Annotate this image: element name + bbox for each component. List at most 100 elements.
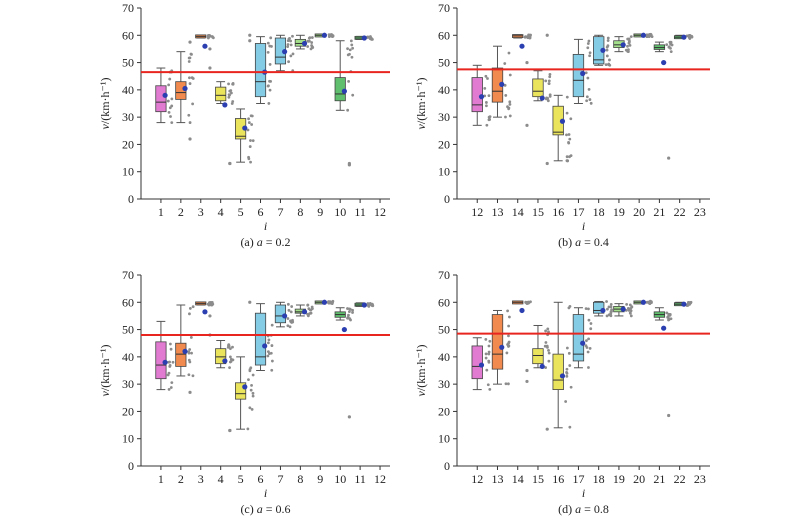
x-tick-label: 17: [572, 205, 584, 219]
data-point: [547, 82, 551, 85]
data-point: [291, 34, 294, 38]
mean-marker: [182, 85, 188, 92]
mean-marker: [301, 309, 308, 315]
data-point: [228, 355, 232, 359]
data-point: [330, 33, 334, 37]
data-point: [547, 351, 551, 355]
y-axis-label: v/(km·h⁻¹): [98, 78, 112, 130]
mean-marker: [321, 32, 328, 38]
data-point: [169, 115, 172, 118]
data-point: [346, 316, 349, 320]
data-point: [267, 84, 270, 88]
data-point: [348, 310, 351, 314]
data-point: [231, 358, 235, 362]
data-point: [307, 39, 311, 43]
y-tick-label: 20: [438, 404, 450, 418]
x-tick-label: 23: [694, 472, 706, 486]
data-point: [687, 34, 691, 38]
data-point: [167, 387, 171, 391]
x-tick-label: 1: [158, 472, 164, 486]
data-point: [351, 308, 354, 312]
x-tick-label: 9: [317, 205, 323, 219]
box-19: [613, 302, 634, 318]
data-point: [347, 313, 350, 317]
x-tick-label: 20: [633, 205, 645, 219]
y-tick-label: 20: [438, 137, 450, 151]
outlier-point: [248, 33, 252, 37]
y-tick-label: 50: [122, 56, 134, 70]
data-point: [231, 81, 235, 85]
box-13: [491, 309, 511, 386]
outlier-point: [545, 33, 549, 37]
data-point: [626, 49, 629, 53]
data-point: [309, 308, 313, 312]
data-point: [546, 99, 550, 103]
data-point: [585, 99, 589, 103]
box-12: [471, 337, 492, 391]
mean-marker: [681, 34, 687, 40]
y-tick-label: 60: [122, 295, 134, 309]
data-point: [250, 407, 254, 411]
x-tick-label: 12: [471, 472, 483, 486]
data-point: [331, 301, 335, 304]
box-13: [491, 45, 512, 119]
data-point: [487, 350, 491, 354]
mean-marker: [640, 299, 647, 305]
box-11: [354, 302, 375, 308]
mean-marker: [361, 35, 367, 41]
box-18: [593, 34, 612, 67]
data-point: [170, 104, 174, 108]
data-point: [687, 301, 691, 304]
data-point: [488, 387, 492, 391]
x-axis-label: i: [582, 486, 585, 500]
data-point: [629, 307, 633, 310]
y-tick-label: 10: [122, 432, 134, 446]
box-10: [334, 307, 354, 419]
data-point: [286, 317, 290, 320]
data-point: [589, 322, 593, 325]
data-point: [565, 133, 568, 137]
data-point: [645, 35, 649, 39]
mean-marker: [242, 384, 248, 390]
data-point: [605, 48, 609, 52]
caption-prefix: (b): [558, 235, 575, 249]
data-point: [504, 382, 508, 386]
data-point: [348, 48, 352, 52]
mean-marker: [519, 307, 525, 314]
y-tick-label: 60: [438, 28, 450, 42]
data-point: [191, 102, 195, 106]
data-point: [247, 121, 251, 124]
box-12: [471, 64, 492, 127]
mean-marker: [539, 363, 545, 370]
y-tick-label: 40: [122, 350, 134, 364]
outlier-point: [545, 427, 549, 431]
x-tick-label: 16: [552, 472, 564, 486]
outlier-point: [188, 390, 192, 394]
data-point: [187, 373, 191, 377]
data-point: [289, 310, 293, 314]
outlier-point: [228, 161, 232, 166]
box-22: [673, 33, 694, 40]
x-tick-label: 7: [277, 472, 283, 486]
x-tick-label: 4: [218, 472, 224, 486]
mean-marker: [301, 40, 308, 47]
x-tick-label: 22: [674, 472, 686, 486]
data-point: [507, 315, 511, 319]
mean-marker: [559, 118, 566, 124]
box-7: [274, 301, 295, 329]
data-point: [504, 115, 507, 119]
y-tick-label: 20: [122, 137, 134, 151]
mean-marker: [282, 313, 288, 319]
data-point: [669, 40, 673, 44]
data-point: [524, 301, 528, 304]
x-tick-label: 1: [158, 205, 164, 219]
x-tick-label: 14: [512, 472, 524, 486]
data-point: [226, 345, 230, 349]
data-point: [585, 339, 588, 343]
data-point: [488, 118, 492, 121]
data-point: [485, 368, 489, 372]
data-point: [171, 360, 175, 364]
box-11: [354, 35, 374, 41]
caption-prefix: (a): [240, 235, 256, 249]
data-point: [188, 307, 192, 310]
